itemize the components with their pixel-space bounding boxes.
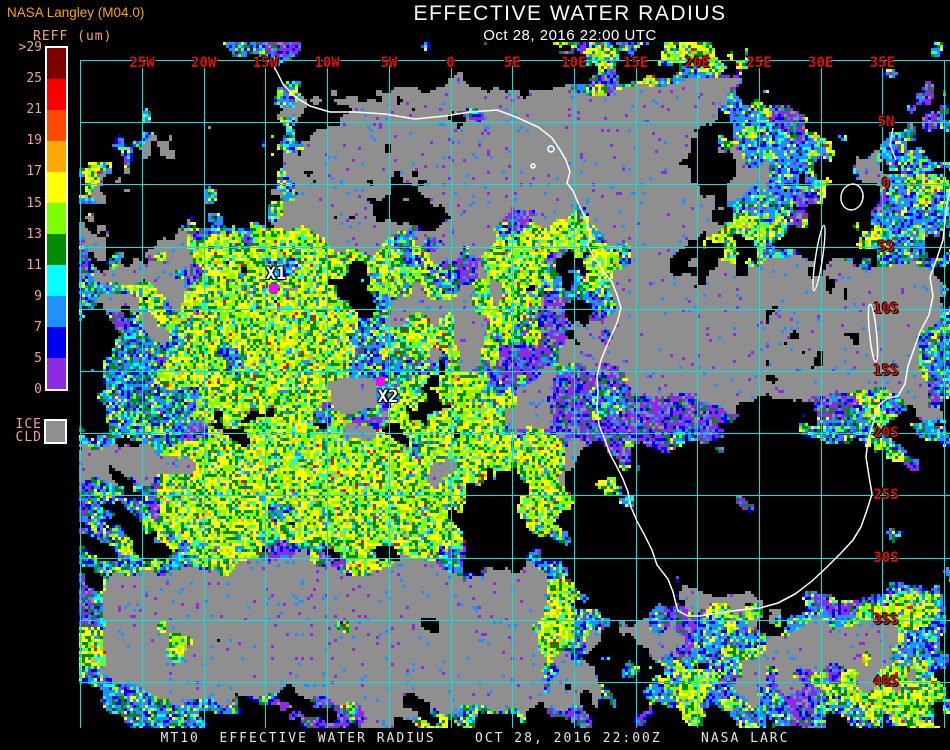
satellite-map-canvas [79, 42, 950, 728]
color-scale-segment [47, 172, 66, 203]
color-scale-segment [47, 110, 66, 141]
color-scale-tick-label: 11 [26, 257, 42, 273]
color-scale-segment [47, 141, 66, 172]
color-scale-tick-label: >29 [18, 40, 42, 55]
color-scale-segment [47, 234, 66, 265]
color-scale-tick-label: 15 [26, 195, 42, 211]
color-scale-tick-label: 9 [34, 288, 42, 304]
color-scale-segment [47, 265, 66, 296]
color-scale-tick-label: 17 [26, 164, 42, 180]
color-scale-segment [47, 296, 66, 327]
ice-cloud-label: ICE CLD [15, 417, 42, 445]
color-scale-segment [47, 48, 66, 79]
page-title: EFFECTIVE WATER RADIUS [413, 2, 727, 25]
color-scale-segment [47, 327, 66, 358]
ice-cloud-swatch [44, 419, 67, 444]
header: EFFECTIVE WATER RADIUS Oct 28, 2016 22:0… [190, 2, 950, 44]
color-scale-tick-label: 0 [34, 382, 42, 398]
color-scale-segment [47, 79, 66, 110]
color-scale-bar [45, 46, 68, 391]
color-scale-tick-label: 25 [26, 71, 42, 87]
source-label: NASA Langley (M04.0) [7, 5, 145, 20]
color-scale-segment [47, 203, 66, 234]
color-scale-tick-label: 13 [26, 226, 42, 242]
color-scale-tick-label: 7 [34, 319, 42, 335]
timestamp-subtitle: Oct 28, 2016 22:00 UTC [483, 27, 657, 44]
color-scale-tick-label: 21 [26, 102, 42, 118]
legend-units-label: REFF (um) [33, 29, 113, 44]
color-scale-tick-label: 19 [26, 133, 42, 149]
footer-status-bar: MT10 EFFECTIVE WATER RADIUS OCT 28, 2016… [0, 728, 950, 750]
color-scale-tick-label: 5 [34, 351, 42, 366]
color-scale-segment [47, 358, 66, 389]
